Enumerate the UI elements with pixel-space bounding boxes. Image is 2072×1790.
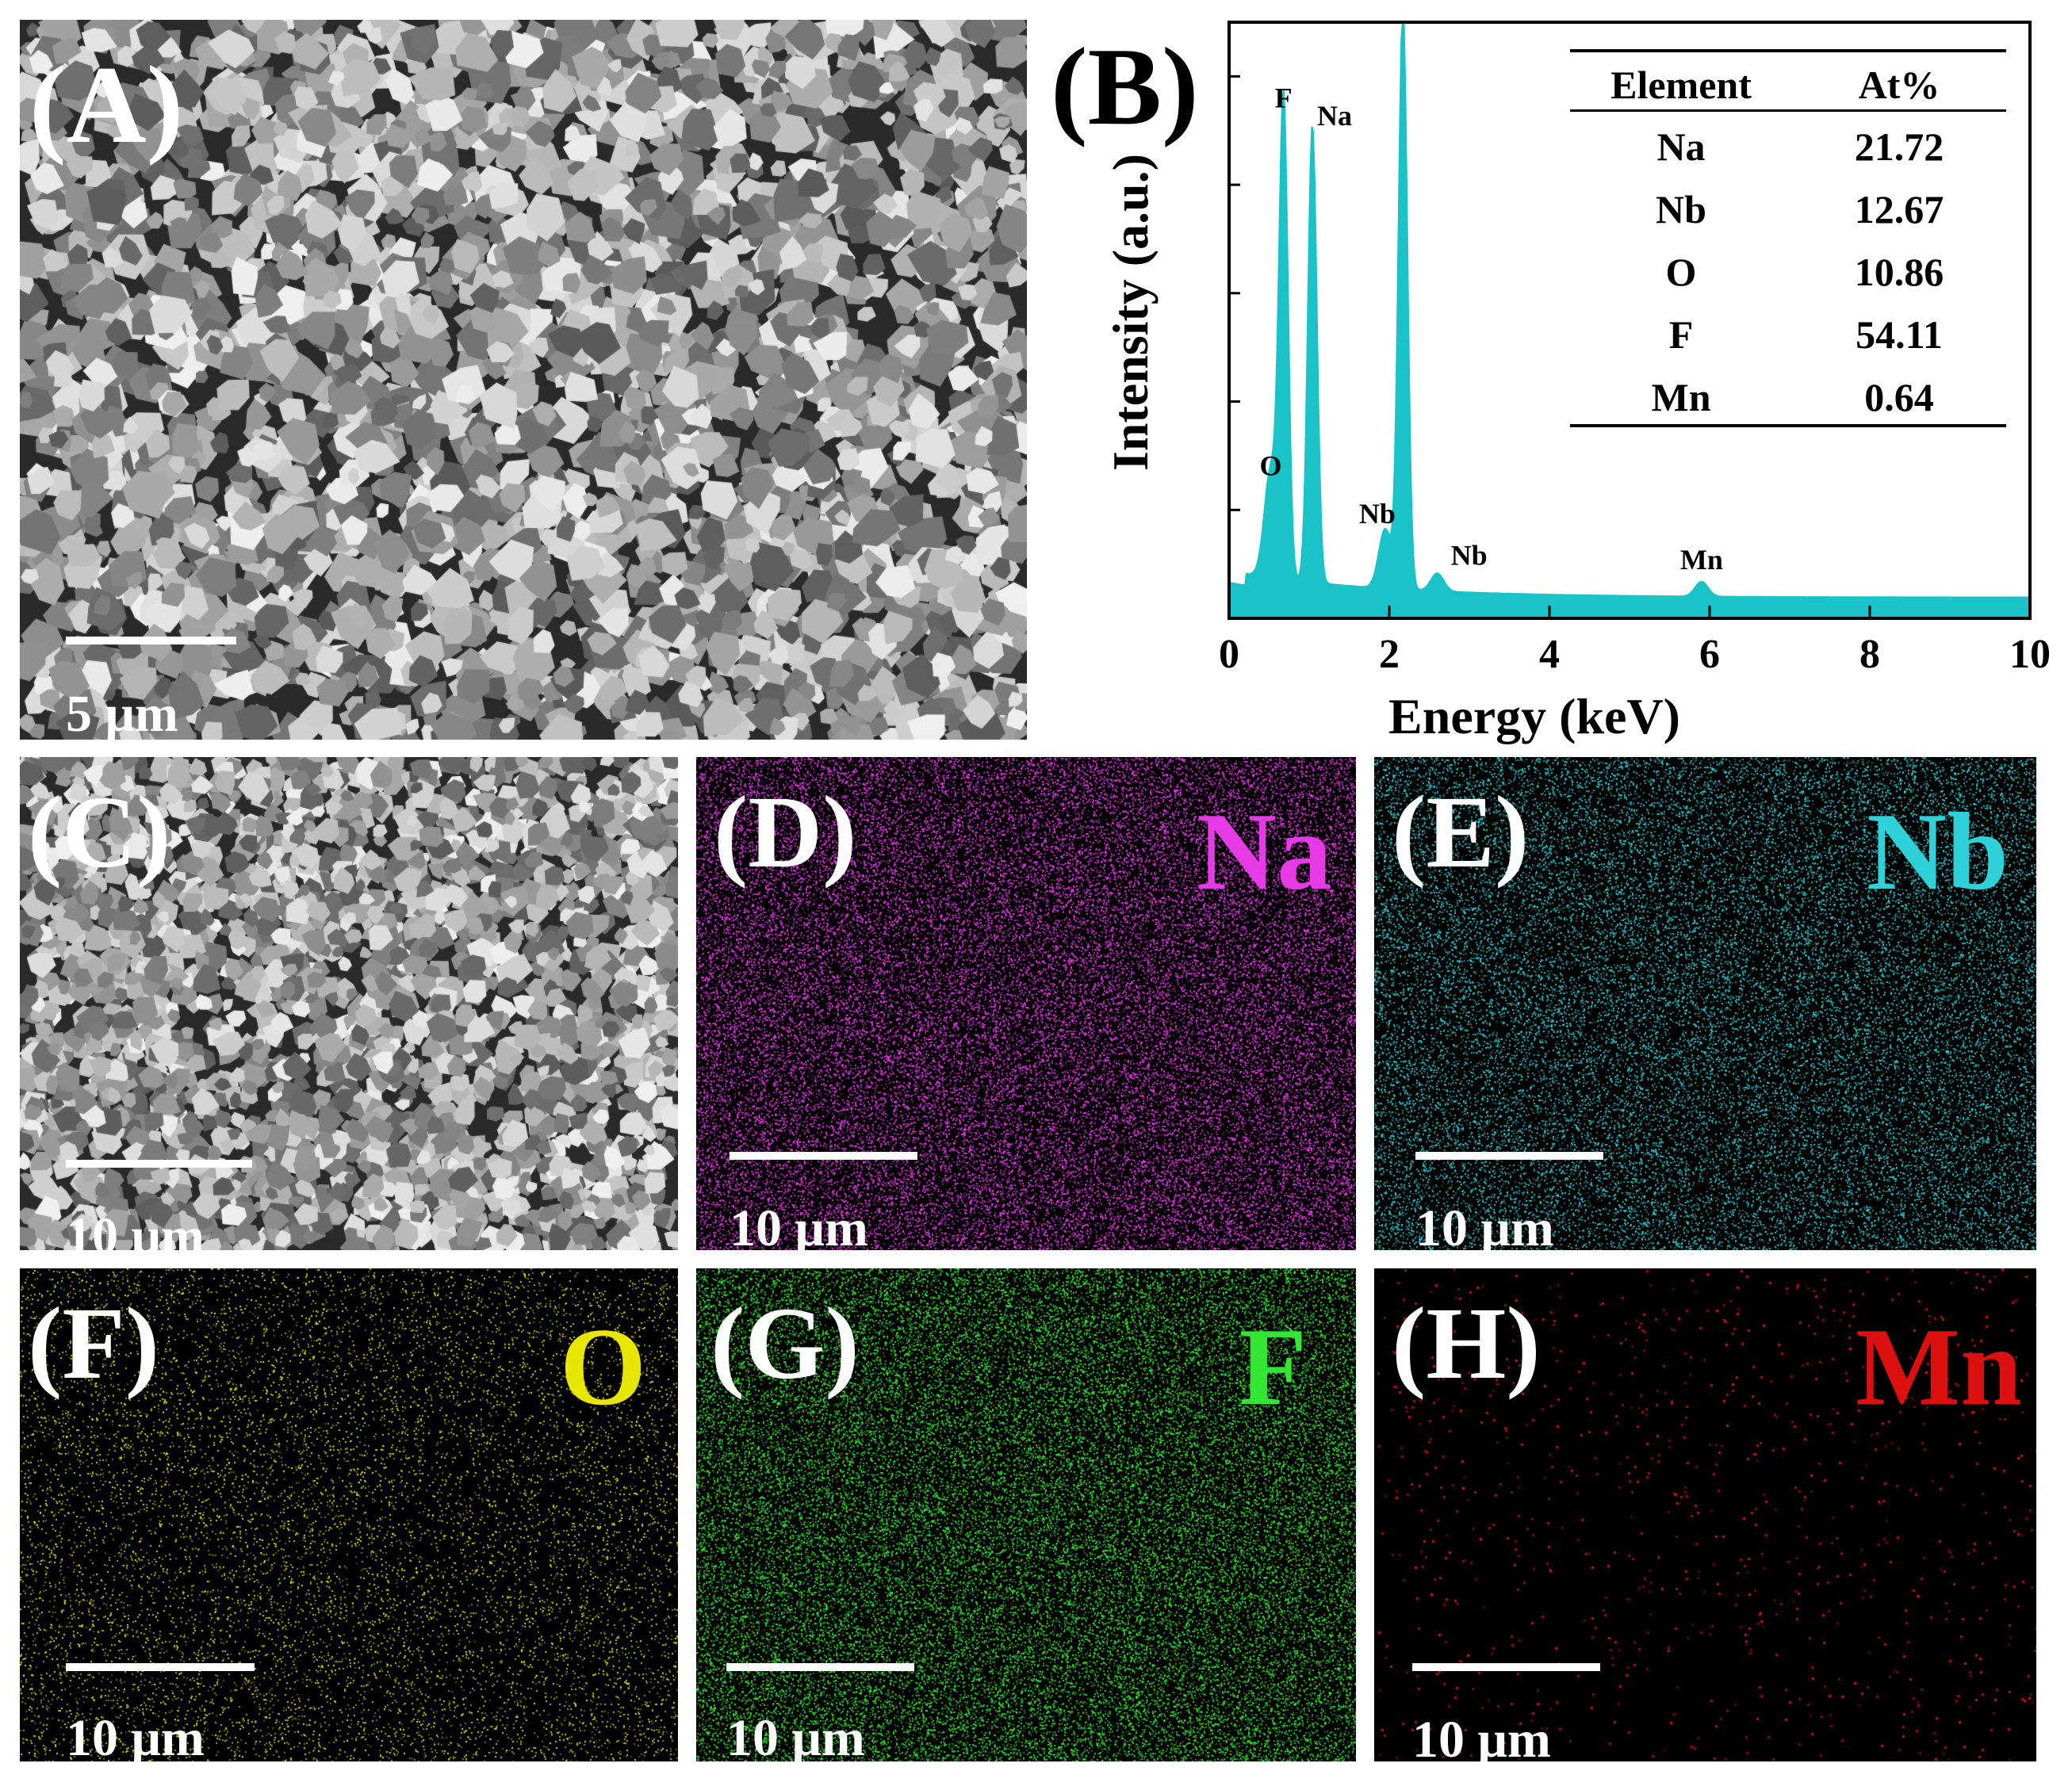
table-bottom-rule (1570, 424, 2006, 427)
panel-label-a: (A) (29, 44, 184, 166)
table-row: F 54.11 (1570, 312, 2006, 375)
scale-bar-a (66, 637, 236, 644)
table-cell-element: Mn (1651, 375, 1711, 419)
sem-image-c: (C) 10 μm (20, 757, 678, 1250)
scale-bar-c (66, 1160, 252, 1168)
eds-map-nb: (E) Nb 10 μm (1374, 757, 2036, 1250)
table-cell-at: 21.72 (1854, 124, 1944, 169)
x-tick-label: 8 (1859, 632, 1880, 677)
element-label-nb: Nb (1867, 790, 2009, 913)
spectrum-area (1228, 21, 2031, 619)
x-tick-label: 2 (1379, 632, 1400, 677)
scale-bar-d (730, 1152, 917, 1160)
scale-bar-g (726, 1663, 914, 1671)
elemental-map-nb (1374, 757, 2036, 1250)
panel-label-e: (E) (1392, 775, 1530, 889)
table-cell-at: 12.67 (1854, 187, 1944, 231)
panel-label-b: (B) (1051, 25, 1199, 148)
elemental-map-mn (1374, 1268, 2036, 1761)
panel-label-d: (D) (714, 775, 857, 889)
peak-label: Mn (1680, 544, 1723, 576)
table-header-element: Element (1610, 63, 1752, 107)
peak-label: Nb (1451, 539, 1488, 571)
scale-bar-h (1412, 1663, 1600, 1671)
peak-label: F (1275, 82, 1293, 113)
scale-bar-label-a: 5 μm (66, 685, 178, 740)
x-axis-title: Energy (keV) (1388, 688, 1680, 744)
scale-bar-f (66, 1663, 255, 1671)
eds-map-mn: (H) Mn 10 μm (1374, 1268, 2036, 1761)
plot-frame (1227, 21, 2032, 620)
element-label-mn: Mn (1856, 1306, 2022, 1429)
sem-micrograph-c (20, 757, 678, 1250)
element-label-o: O (560, 1306, 646, 1429)
sem-image-a: (A) 5 μm (20, 20, 1027, 740)
table-row: O 10.86 (1570, 249, 2006, 312)
table-cell-at: 10.86 (1854, 250, 1944, 294)
eds-map-o: (F) O 10 μm (20, 1268, 678, 1761)
table-header-at: At% (1858, 63, 1940, 107)
eds-map-na: (D) Na 10 μm (696, 757, 1356, 1250)
table-row: Nb 12.67 (1570, 186, 2006, 250)
sem-micrograph-a (20, 20, 1027, 740)
element-label-f: F (1239, 1306, 1307, 1429)
elemental-map-f (696, 1268, 1356, 1761)
peak-label: Na (1317, 100, 1352, 132)
table-cell-at: 0.64 (1864, 375, 1934, 419)
peak-label: Nb (1359, 498, 1396, 530)
table-header-rule (1570, 109, 2006, 112)
eds-map-f: (G) F 10 μm (696, 1268, 1356, 1761)
table-cell-element: O (1665, 250, 1697, 294)
y-axis-title: Intensity (a.u.) (1102, 154, 1159, 471)
elemental-map-o (20, 1268, 678, 1761)
eds-spectrum-chart: 0246810OFNaNbNbNbMnEnergy (keV)Intensity… (1102, 0, 2051, 744)
scale-bar-label-d: 10 μm (730, 1199, 868, 1251)
table-cell-element: F (1668, 312, 1694, 357)
panel-label-f: (F) (28, 1287, 159, 1401)
elemental-map-na (696, 757, 1356, 1250)
panel-label-c: (C) (28, 775, 171, 889)
table-top-rule (1570, 49, 2006, 52)
panel-label-h: (H) (1392, 1287, 1541, 1401)
peak-label: Nb (1385, 0, 1421, 3)
scale-bar-e (1415, 1152, 1603, 1160)
scale-bar-label-h: 10 μm (1412, 1711, 1551, 1762)
scale-bar-label-f: 10 μm (66, 1709, 205, 1762)
table-cell-element: Na (1656, 124, 1706, 169)
x-tick-label: 0 (1219, 632, 1239, 677)
scale-bar-label-c: 10 μm (66, 1207, 205, 1251)
table-cell-element: Nb (1656, 187, 1706, 231)
x-tick-label: 6 (1699, 632, 1720, 677)
scale-bar-label-e: 10 μm (1415, 1199, 1554, 1251)
x-tick-label: 4 (1539, 632, 1560, 677)
scale-bar-label-g: 10 μm (726, 1709, 865, 1762)
peak-label: O (1260, 450, 1282, 482)
element-label-na: Na (1196, 790, 1332, 913)
table-row: Mn 0.64 (1570, 374, 2006, 438)
table-row: Na 21.72 (1570, 124, 2006, 187)
x-tick-label: 10 (2009, 632, 2051, 677)
table-cell-at: 54.11 (1856, 312, 1943, 357)
panel-label-g: (G) (710, 1287, 860, 1401)
table-header-row: Element At% (1570, 62, 2006, 125)
